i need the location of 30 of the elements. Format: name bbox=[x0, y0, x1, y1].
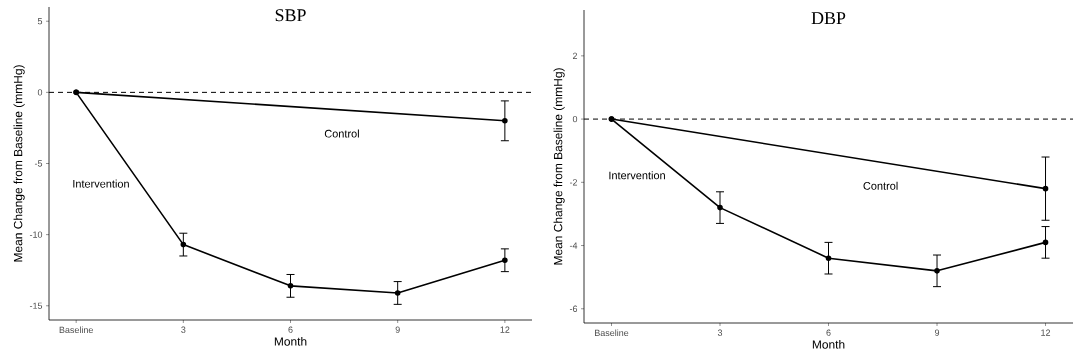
y-tick-label: -10 bbox=[29, 231, 43, 238]
series-label: Control bbox=[863, 181, 898, 190]
y-tick-label: 0 bbox=[572, 115, 578, 123]
y-tick-label: -15 bbox=[29, 302, 43, 309]
chart-title: SBP bbox=[275, 9, 306, 22]
x-tick-label: 3 bbox=[181, 326, 186, 333]
x-tick-label: 3 bbox=[717, 329, 723, 336]
y-tick-label: -2 bbox=[569, 179, 578, 186]
x-tick-label: 6 bbox=[826, 329, 831, 336]
series-label: Intervention bbox=[73, 179, 129, 188]
x-axis-title: Month bbox=[812, 339, 845, 349]
y-axis-title: Mean Change from Baseline (mmHg) bbox=[553, 68, 565, 265]
series-label: Intervention bbox=[609, 171, 665, 180]
x-tick-label: 9 bbox=[934, 329, 940, 336]
y-tick-label: -4 bbox=[569, 242, 578, 249]
y-tick-label: -5 bbox=[34, 160, 43, 167]
x-tick-label: 12 bbox=[500, 326, 510, 333]
y-tick-label: 2 bbox=[572, 52, 578, 59]
y-tick-label: 5 bbox=[37, 18, 43, 25]
x-tick-label: 9 bbox=[395, 326, 400, 333]
x-tick-label: 6 bbox=[288, 326, 293, 333]
x-tick-label: 12 bbox=[1041, 329, 1051, 336]
chart-title: DBP bbox=[811, 12, 846, 25]
y-tick-label: 0 bbox=[37, 89, 43, 96]
x-tick-label: Baseline bbox=[59, 326, 93, 334]
series-label: Control bbox=[324, 129, 359, 138]
y-tick-label: -6 bbox=[569, 305, 578, 312]
y-axis-title: Mean Change from Baseline (mmHg) bbox=[13, 65, 25, 262]
x-tick-label: Baseline bbox=[595, 329, 629, 337]
x-axis-title: Month bbox=[274, 336, 307, 346]
